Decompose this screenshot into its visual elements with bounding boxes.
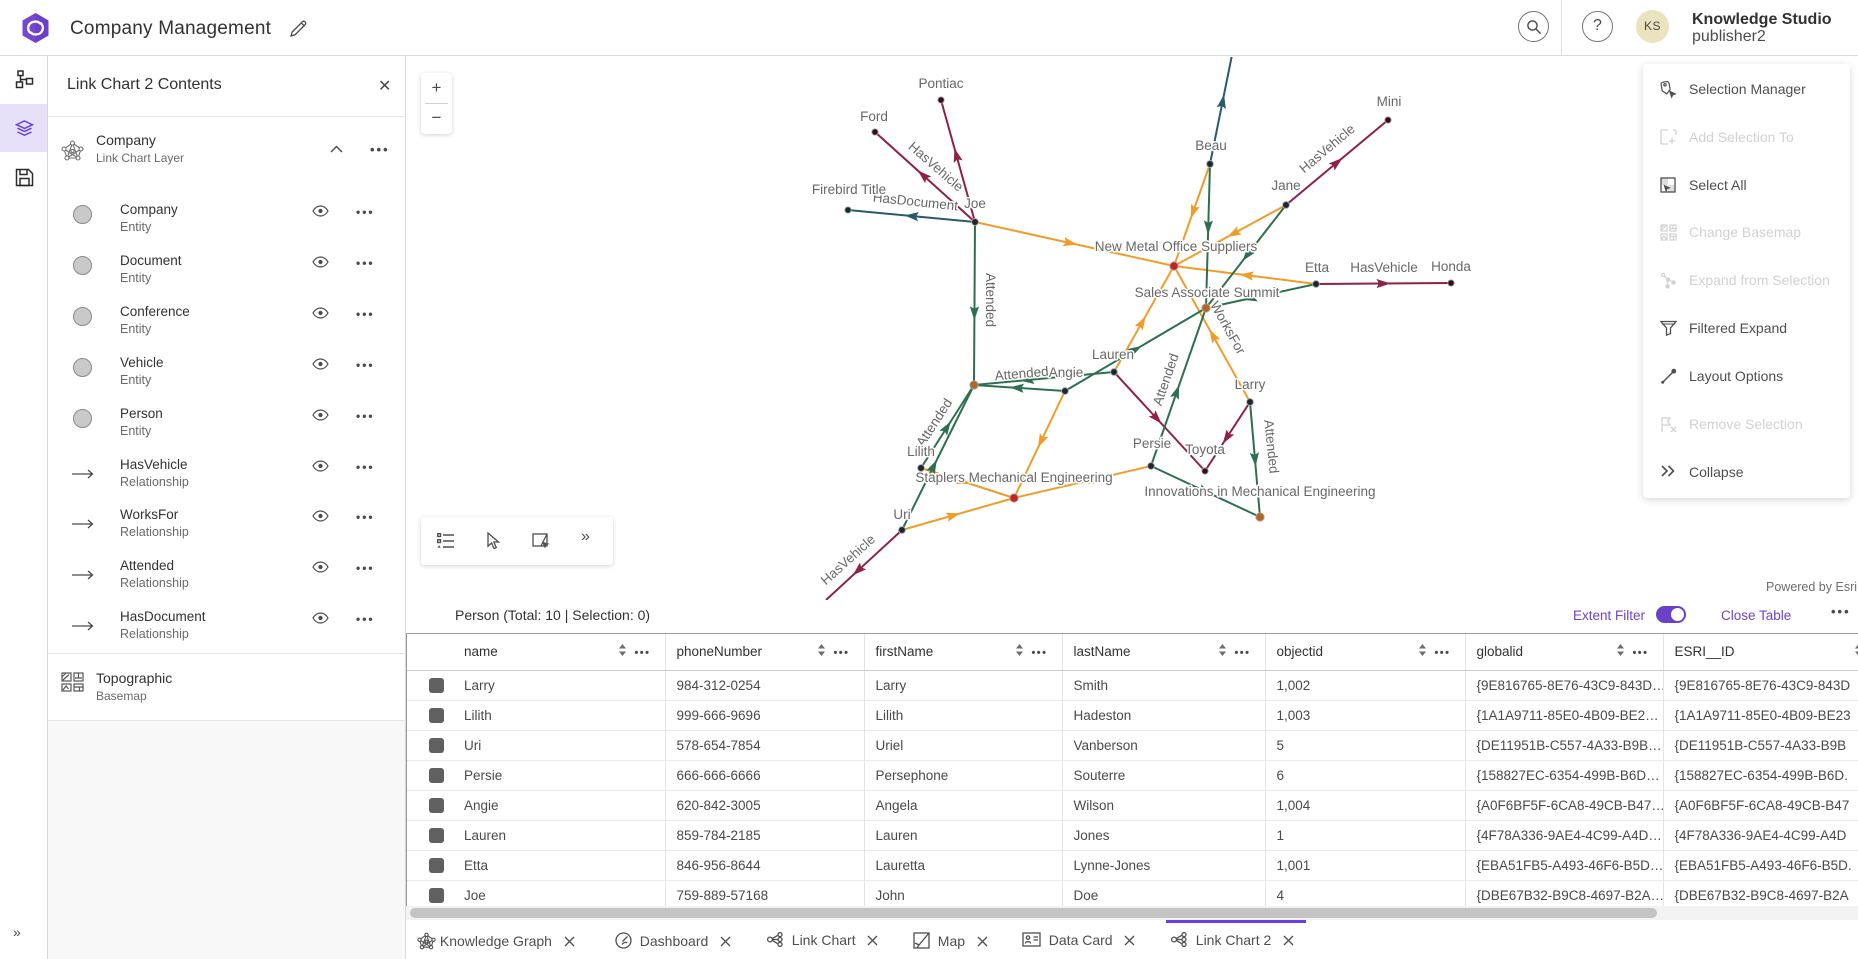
svg-text:Toyota: Toyota [1185,442,1225,457]
svg-text:Honda: Honda [1431,259,1471,274]
svg-text:New Metal Office Suppliers: New Metal Office Suppliers [1095,239,1258,254]
svg-text:Ford: Ford [860,109,888,124]
svg-text:Etta: Etta [1305,260,1330,275]
svg-text:HasVehicle: HasVehicle [1350,260,1418,275]
svg-text:Mini: Mini [1377,94,1402,109]
svg-text:Attended: Attended [994,364,1049,384]
svg-text:Attended: Attended [1150,352,1182,408]
svg-text:Angie: Angie [1049,365,1084,380]
svg-text:Persie: Persie [1133,436,1171,451]
svg-text:Pontiac: Pontiac [918,76,963,91]
svg-text:Staplers Mechanical Engineerin: Staplers Mechanical Engineering [915,470,1112,485]
svg-text:Lauren: Lauren [1092,347,1134,362]
svg-text:Beau: Beau [1195,138,1227,153]
svg-text:Lilith: Lilith [907,444,935,459]
svg-text:Innovations in Mechanical Engi: Innovations in Mechanical Engineering [1144,484,1375,499]
svg-text:Jane: Jane [1271,178,1300,193]
svg-text:HasVehicle: HasVehicle [1296,121,1357,176]
svg-text:Attended: Attended [1261,419,1282,474]
svg-text:Sales Associate Summit: Sales Associate Summit [1135,285,1280,300]
svg-text:Joe: Joe [964,196,986,211]
svg-text:WorksFor: WorksFor [1207,299,1249,358]
svg-text:Attended: Attended [983,273,998,327]
svg-text:Firebird Title: Firebird Title [812,182,886,197]
svg-text:Uri: Uri [893,507,910,522]
svg-text:Larry: Larry [1235,377,1266,392]
